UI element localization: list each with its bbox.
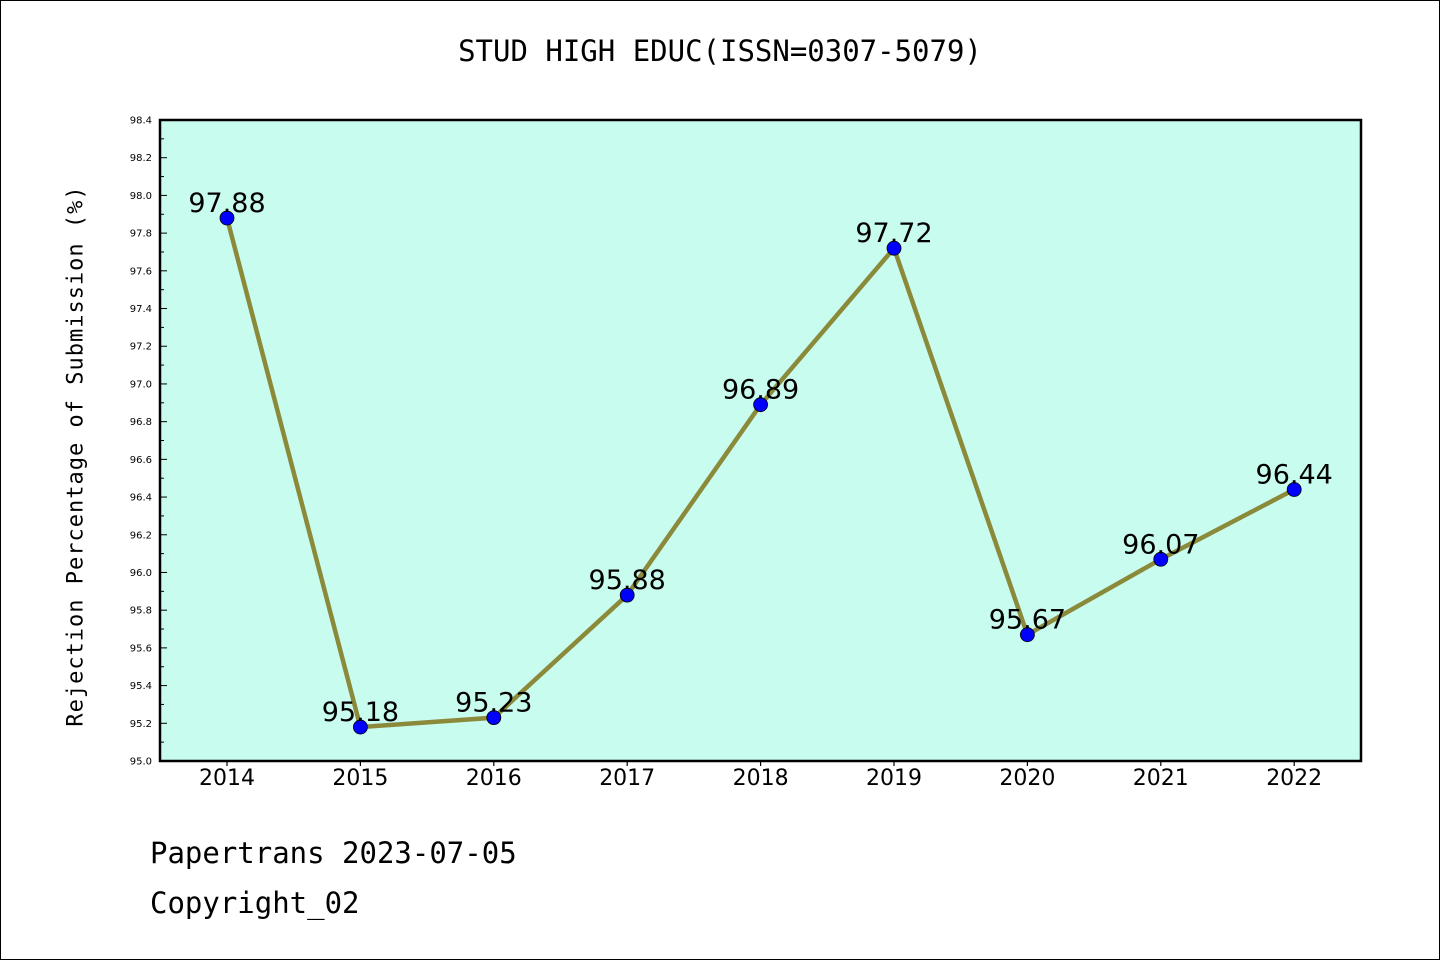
- y-tick-label: 95.2: [130, 719, 152, 730]
- data-point: [1286, 482, 1302, 497]
- y-tick-label: 97.8: [130, 229, 152, 240]
- footer-date-text: Papertrans 2023-07-05: [150, 836, 517, 870]
- plot-area: [158, 118, 1363, 763]
- x-tick-label: 2018: [733, 766, 789, 791]
- y-tick-label: 96.8: [130, 417, 152, 428]
- chart-title: STUD HIGH EDUC(ISSN=0307-5079): [458, 34, 982, 68]
- x-tick-label: 2021: [1133, 766, 1189, 791]
- y-tick-label: 97.2: [130, 342, 152, 353]
- y-tick-label: 97.6: [130, 266, 152, 277]
- y-tick-label: 97.4: [130, 304, 152, 315]
- data-label: 96.89: [722, 375, 799, 406]
- x-tick-label: 2020: [999, 766, 1055, 791]
- data-point: [619, 587, 635, 603]
- x-tick-label: 2019: [866, 766, 922, 791]
- data-label: 95.23: [455, 688, 532, 719]
- data-point: [1020, 627, 1035, 643]
- footer-copyright-text: Copyright_02: [150, 886, 360, 920]
- x-axis: 2014 2015 2016 2017 2018 2019 2020 2021 2022: [199, 761, 1322, 791]
- x-tick-label: 2017: [599, 766, 655, 791]
- y-tick-label: 96.0: [130, 568, 152, 579]
- data-point: [753, 397, 768, 413]
- x-tick-label: 2014: [199, 766, 255, 791]
- y-tick-label: 96.6: [130, 455, 152, 466]
- data-point: [886, 240, 902, 256]
- y-tick-label: 96.4: [130, 493, 152, 504]
- data-point: [219, 210, 235, 226]
- x-tick-label: 2022: [1266, 766, 1322, 791]
- data-point: [352, 719, 368, 735]
- data-label: 96.44: [1256, 460, 1333, 491]
- y-tick-label: 95.8: [130, 606, 152, 617]
- series-layer: 97.88 95.18 95.23 95.88 96.89 97.72 95.67 96.07…: [188, 188, 1333, 735]
- y-tick-label: 95.4: [130, 681, 152, 692]
- y-tick-label: 95.6: [130, 643, 152, 654]
- y-axis: 95.0 95.2 95.4 95.6 95.8 96.0 96.2 96.4 96.6 96.8…: [130, 116, 167, 768]
- data-label: 97.72: [855, 218, 932, 249]
- y-tick-label: 98.4: [130, 116, 152, 127]
- y-tick-label: 96.2: [130, 530, 152, 541]
- x-tick-label: 2016: [466, 766, 522, 791]
- data-label: 95.88: [589, 565, 666, 596]
- y-tick-label: 95.0: [130, 757, 152, 768]
- x-tick-label: 2015: [332, 766, 388, 791]
- data-point: [486, 710, 502, 726]
- data-point: [1153, 551, 1169, 567]
- y-tick-label: 97.0: [130, 379, 152, 390]
- data-label: 96.07: [1122, 529, 1199, 560]
- y-tick-label: 98.0: [130, 191, 152, 202]
- data-label: 97.88: [188, 188, 265, 219]
- data-label: 95.67: [989, 605, 1066, 636]
- y-tick-label: 98.2: [130, 153, 152, 164]
- data-label: 95.18: [322, 697, 399, 728]
